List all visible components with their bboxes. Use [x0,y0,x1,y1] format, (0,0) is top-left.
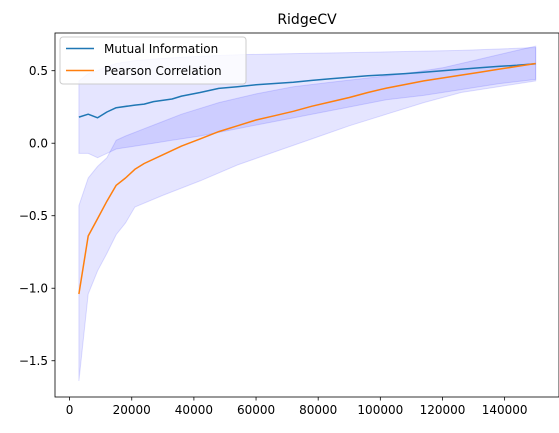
line-mutual-information [78,62,536,119]
x-tick-label: 20000 [113,403,151,417]
x-tick-label: 40000 [175,403,213,417]
x-tick-label: 140000 [482,403,528,417]
x-tick-label: 100000 [357,403,403,417]
x-tick-label: 0 [66,403,74,417]
line-pearson-correlation [78,62,536,295]
x-tick-label: 60000 [237,403,275,417]
y-tick-label: −0.5 [19,209,48,223]
legend: Mutual Information Pearson Correlation [59,36,247,85]
chart-title: RidgeCV [277,12,337,28]
legend-label-mutual-information: Mutual Information [104,42,218,56]
band-pearson-correlation [78,45,537,382]
x-axis: 0 20000 40000 60000 80000 100000 120000 140000 [66,397,528,417]
x-tick-label: 80000 [299,403,337,417]
y-tick-label: 0.0 [29,136,48,150]
y-axis: 0.5 0.0 −0.5 −1.0 −1.5 [19,64,55,368]
y-tick-label: 0.5 [29,64,48,78]
y-tick-label: −1.5 [19,354,48,368]
x-tick-label: 120000 [420,403,466,417]
series-lines [78,62,536,295]
plot-frame [54,32,559,398]
legend-label-pearson-correlation: Pearson Correlation [104,64,222,78]
legend-box [59,36,247,85]
y-tick-label: −1.0 [19,281,48,295]
